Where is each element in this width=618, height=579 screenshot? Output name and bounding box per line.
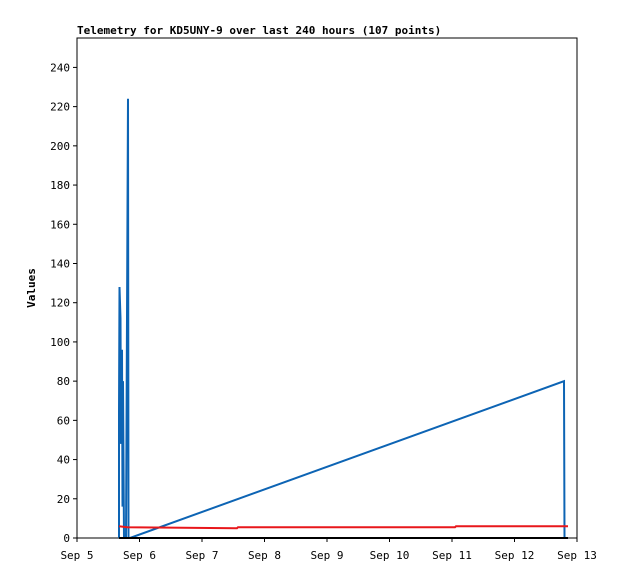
y-tick-label: 140 [50, 257, 70, 270]
y-tick-label: 60 [57, 414, 70, 427]
series-line [118, 525, 568, 530]
y-tick-label: 100 [50, 336, 70, 349]
y-axis-label: Values [25, 268, 38, 308]
y-tick-label: 80 [57, 375, 70, 388]
y-tick-label: 120 [50, 297, 70, 310]
y-tick-label: 20 [57, 493, 70, 506]
y-tick-label: 160 [50, 218, 70, 231]
y-tick-label: 220 [50, 101, 70, 114]
chart-title: Telemetry for KD5UNY-9 over last 240 hou… [77, 24, 441, 37]
x-tick-label: Sep 12 [495, 549, 535, 562]
y-tick-label: 240 [50, 61, 70, 74]
y-tick-label: 0 [63, 532, 70, 545]
x-tick-label: Sep 11 [432, 549, 472, 562]
x-tick-label: Sep 7 [185, 549, 218, 562]
y-tick-label: 180 [50, 179, 70, 192]
x-tick-label: Sep 5 [60, 549, 93, 562]
y-tick-label: 200 [50, 140, 70, 153]
x-tick-label: Sep 8 [248, 549, 281, 562]
x-tick-label: Sep 9 [310, 549, 343, 562]
x-tick-label: Sep 13 [557, 549, 597, 562]
plot-frame [76, 37, 578, 539]
x-tick-label: Sep 10 [370, 549, 410, 562]
series-line [118, 98, 566, 539]
x-tick-label: Sep 6 [123, 549, 156, 562]
y-tick-label: 40 [57, 454, 70, 467]
